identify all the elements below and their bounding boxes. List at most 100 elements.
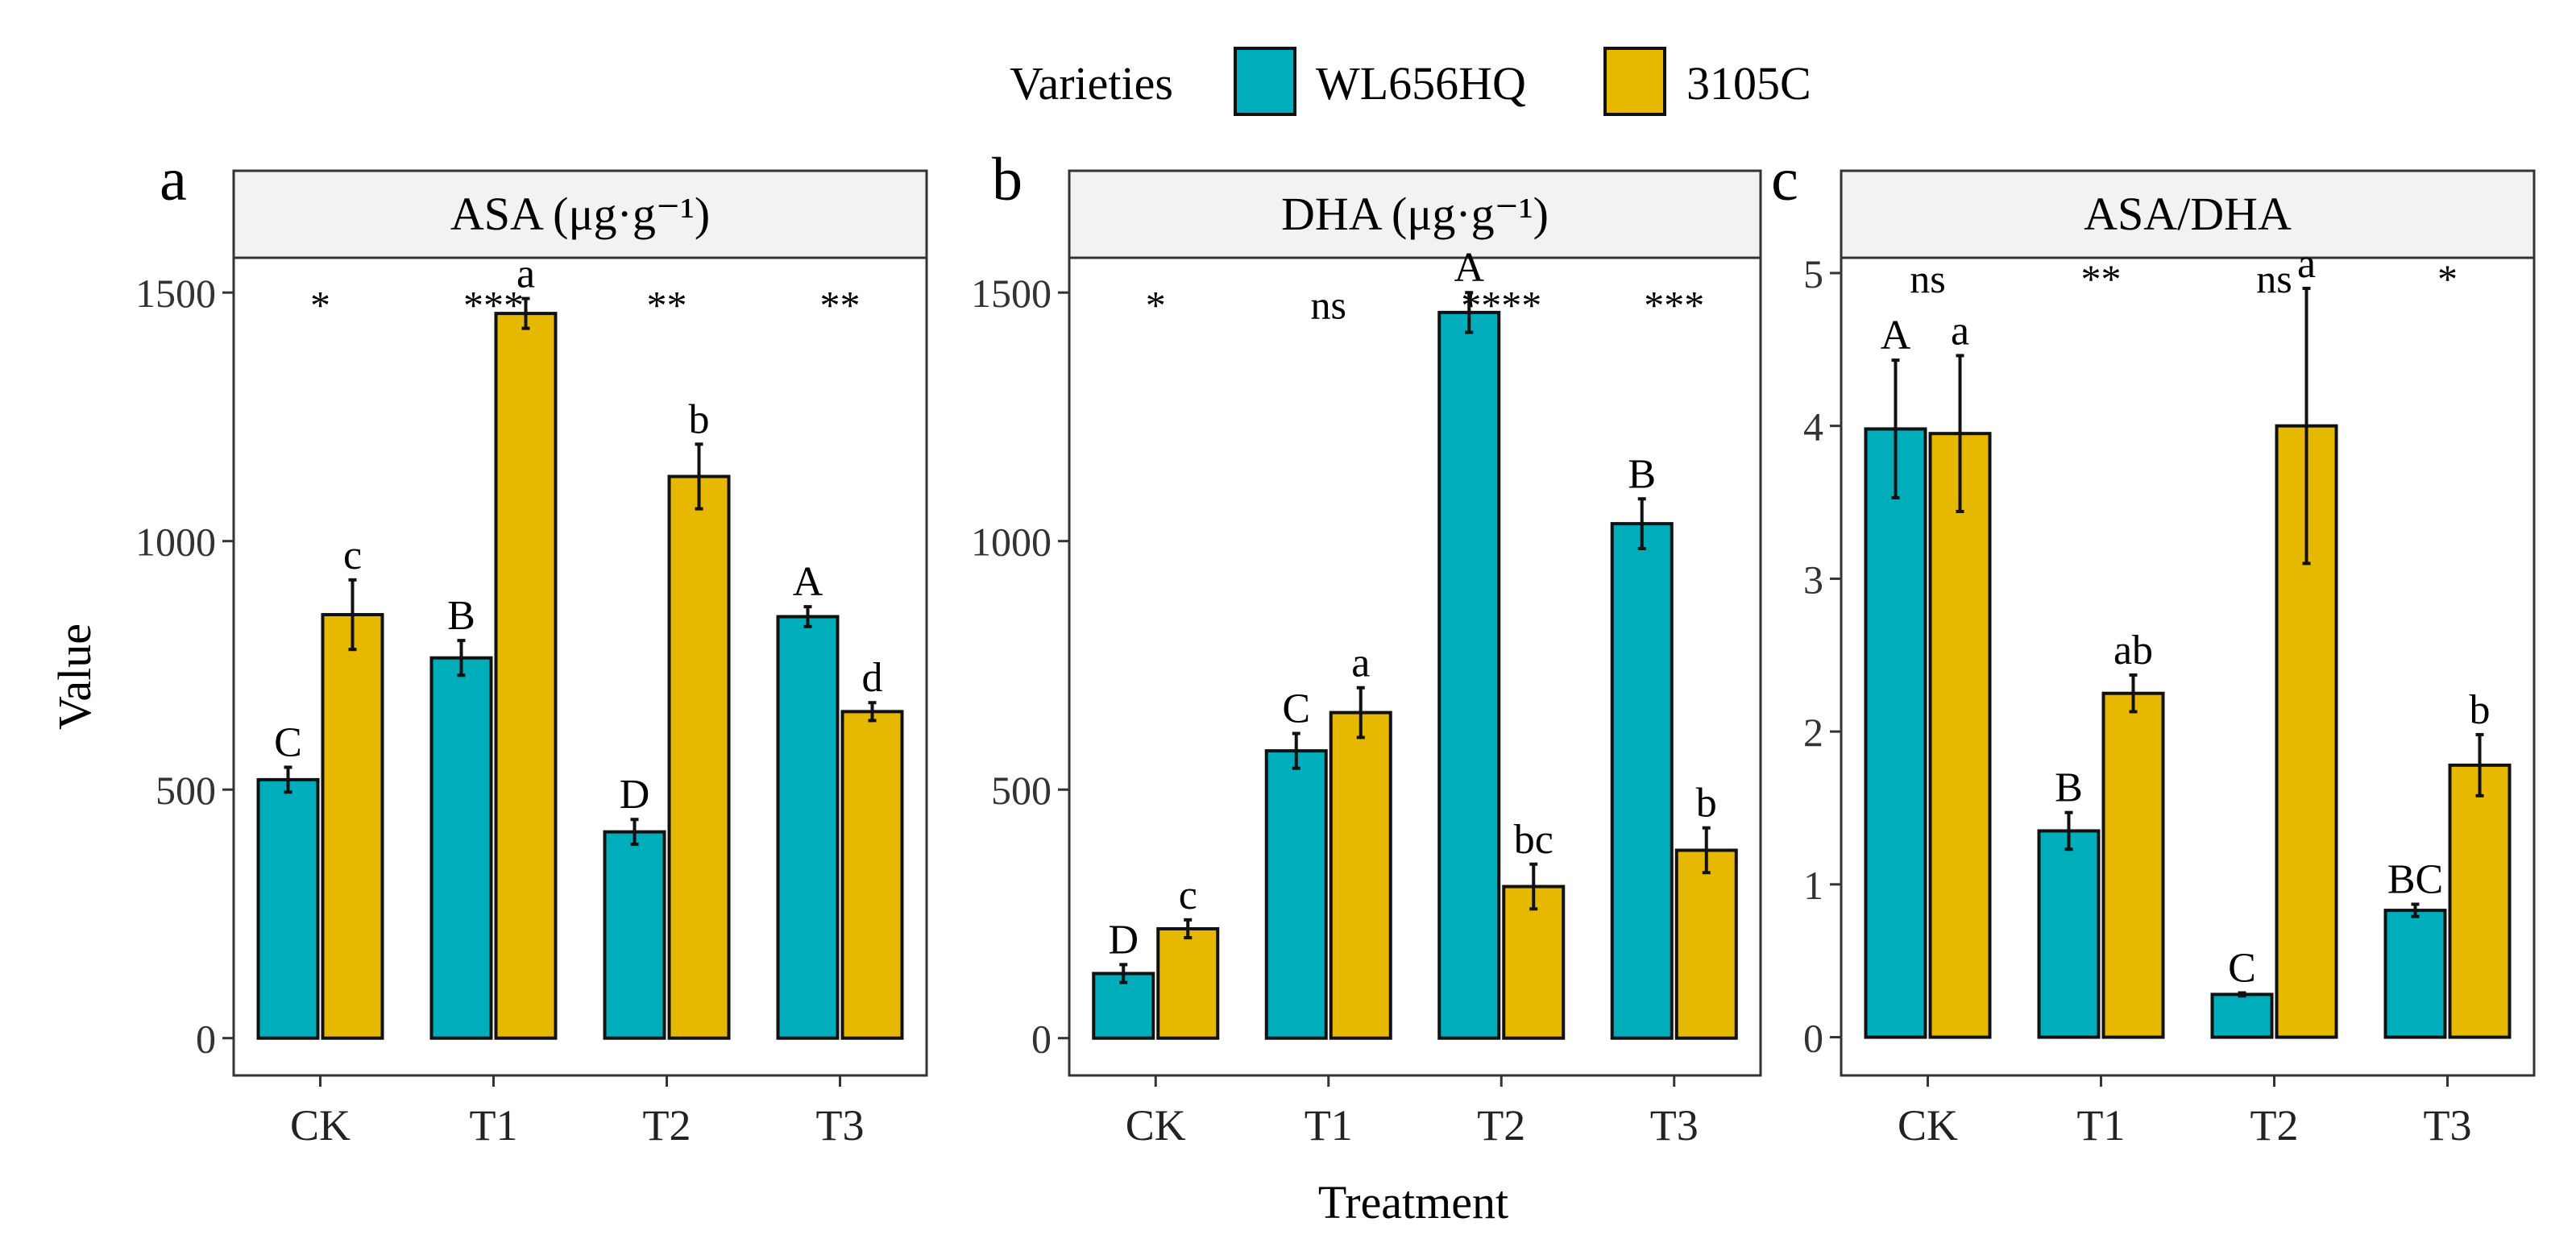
- group-letter-c: b: [2470, 687, 2491, 733]
- panel-letter-a: a: [160, 146, 187, 213]
- significance-label-b: ns: [1311, 283, 1346, 328]
- significance-label-b: ***: [1644, 283, 1704, 328]
- bar-b-3105c: [1329, 710, 1392, 1040]
- group-letter-c: a: [2297, 241, 2316, 287]
- x-tick-label-a: T3: [816, 1101, 865, 1150]
- bar-c-wl656hq: [2210, 992, 2274, 1039]
- group-letter-b: b: [1696, 781, 1717, 826]
- bar-a-3105c: [321, 613, 384, 1040]
- group-letter-a: d: [862, 655, 883, 701]
- y-tick-label-a: 0: [196, 1017, 216, 1062]
- bar-a-wl656hq: [429, 656, 493, 1040]
- x-tick-label-a: CK: [290, 1101, 351, 1150]
- panel-strip-label-c: ASA/DHA: [2084, 188, 2292, 240]
- significance-label-c: ns: [2256, 256, 2292, 301]
- bar-b-wl656hq: [1610, 522, 1674, 1040]
- bar-a-3105c: [494, 312, 558, 1040]
- significance-label-a: **: [647, 283, 687, 328]
- group-letter-a: C: [274, 719, 302, 765]
- plot-border-b: [1068, 256, 1762, 1077]
- panel-letter-c: c: [1771, 146, 1798, 213]
- bar-c-wl656hq: [2037, 829, 2101, 1039]
- x-tick-label-b: T2: [1477, 1101, 1525, 1150]
- x-tick-label-c: T3: [2424, 1101, 2472, 1150]
- bar-b-3105c: [1156, 926, 1220, 1040]
- group-letter-b: C: [1282, 686, 1310, 731]
- bar-c-wl656hq: [2383, 909, 2447, 1039]
- legend-label-wl656hq: WL656HQ: [1316, 57, 1526, 110]
- x-tick-label-c: T2: [2250, 1101, 2299, 1150]
- panel-strip-label-a: ASA (μg·g⁻¹): [450, 188, 710, 240]
- y-tick-label-b: 500: [991, 768, 1052, 813]
- group-letter-a: a: [516, 251, 535, 297]
- group-letter-a: B: [447, 593, 475, 639]
- significance-label-c: *: [2437, 256, 2458, 301]
- bar-c-3105c: [2448, 763, 2512, 1039]
- group-letter-c: ab: [2113, 628, 2153, 673]
- bar-a-3105c: [667, 474, 731, 1040]
- group-letter-a: D: [620, 772, 650, 818]
- x-tick-label-b: T3: [1650, 1101, 1699, 1150]
- y-tick-label-a: 1000: [135, 520, 216, 565]
- x-tick-label-b: T1: [1305, 1101, 1353, 1150]
- panel-strip-label-b: DHA (μg·g⁻¹): [1281, 188, 1549, 240]
- y-tick-label-c: 5: [1803, 251, 1823, 296]
- significance-label-c: ns: [1910, 256, 1945, 301]
- significance-label-c: **: [2081, 256, 2122, 301]
- legend-swatch-wl656hq: [1234, 47, 1296, 116]
- significance-label-b: *: [1146, 283, 1166, 328]
- bar-a-wl656hq: [776, 615, 840, 1040]
- group-letter-c: a: [1951, 308, 1969, 354]
- y-tick-label-c: 4: [1803, 404, 1823, 450]
- bar-b-wl656hq: [1437, 310, 1501, 1040]
- y-tick-label-b: 0: [1031, 1017, 1052, 1062]
- bar-c-wl656hq: [1864, 427, 1927, 1039]
- bar-b-wl656hq: [1264, 749, 1328, 1040]
- y-tick-label-a: 1500: [135, 271, 216, 316]
- x-tick-label-c: CK: [1898, 1101, 1958, 1150]
- plot-border-a: [232, 256, 928, 1077]
- y-tick-label-b: 1500: [971, 271, 1052, 316]
- x-tick-label-a: T2: [643, 1101, 691, 1150]
- bar-b-3105c: [1674, 848, 1738, 1040]
- y-axis-title: Value: [48, 624, 101, 730]
- group-letter-c: C: [2228, 946, 2256, 992]
- group-letter-b: a: [1351, 640, 1370, 686]
- y-tick-label-c: 1: [1803, 863, 1823, 908]
- group-letter-a: c: [343, 532, 362, 578]
- group-letter-b: c: [1179, 872, 1197, 918]
- significance-label-a: *: [310, 283, 330, 328]
- group-letter-b: B: [1628, 451, 1656, 497]
- group-letter-b: A: [1454, 245, 1484, 291]
- bar-c-3105c: [1928, 432, 1992, 1039]
- legend-label-3105c: 3105C: [1686, 57, 1811, 110]
- group-letter-a: A: [793, 559, 823, 605]
- y-tick-label-c: 0: [1803, 1016, 1823, 1061]
- y-tick-label-c: 3: [1803, 557, 1823, 602]
- plot-border-c: [1840, 256, 2536, 1077]
- group-letter-c: A: [1881, 313, 1911, 358]
- group-letter-b: bc: [1514, 817, 1553, 863]
- group-letter-b: D: [1108, 917, 1139, 963]
- bar-a-wl656hq: [256, 777, 320, 1040]
- y-tick-label-b: 1000: [971, 520, 1052, 565]
- group-letter-c: BC: [2387, 857, 2443, 903]
- legend: Varieties WL656HQ 3105C: [1010, 47, 1811, 116]
- legend-swatch-3105c: [1603, 47, 1666, 116]
- group-letter-c: B: [2055, 765, 2083, 811]
- bar-a-3105c: [840, 710, 904, 1040]
- significance-label-a: **: [820, 283, 861, 328]
- panel-letter-b: b: [992, 146, 1023, 213]
- panel-strip-c: [1840, 169, 2536, 259]
- x-tick-label-c: T1: [2077, 1101, 2126, 1150]
- x-axis-title: Treatment: [1318, 1176, 1508, 1228]
- y-tick-label-a: 500: [156, 768, 216, 813]
- bar-a-wl656hq: [603, 830, 666, 1040]
- legend-title: Varieties: [1010, 57, 1173, 110]
- x-tick-label-a: T1: [470, 1101, 518, 1150]
- y-tick-label-c: 2: [1803, 710, 1823, 755]
